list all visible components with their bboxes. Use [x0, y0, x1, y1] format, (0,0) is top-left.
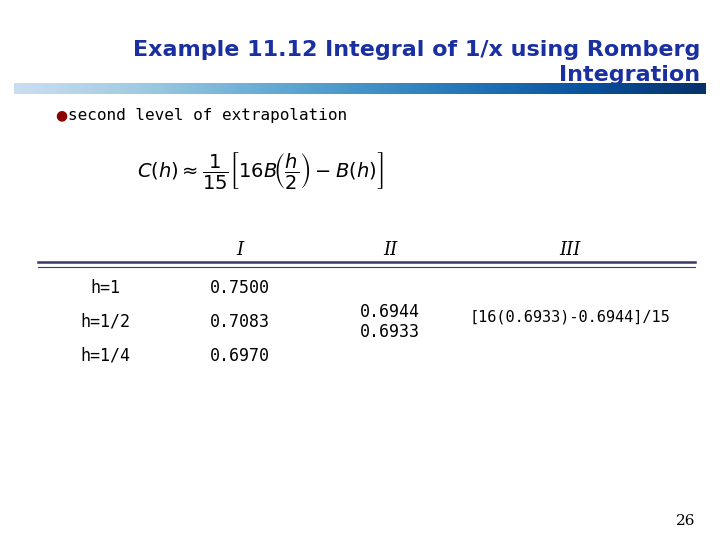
- Text: ●: ●: [55, 108, 67, 122]
- Text: [16(0.6933)-0.6944]/15: [16(0.6933)-0.6944]/15: [469, 309, 670, 325]
- Text: 0.7500: 0.7500: [210, 279, 270, 297]
- Text: 0.6944: 0.6944: [360, 303, 420, 321]
- Text: h=1/4: h=1/4: [80, 347, 130, 365]
- Text: Example 11.12 Integral of 1/x using Romberg: Example 11.12 Integral of 1/x using Romb…: [132, 40, 700, 60]
- Text: $C(h) \approx \dfrac{1}{15}\left[16B\!\left(\dfrac{h}{2}\right) - B(h)\right]$: $C(h) \approx \dfrac{1}{15}\left[16B\!\l…: [137, 150, 383, 191]
- Text: III: III: [559, 241, 581, 259]
- Text: 0.6970: 0.6970: [210, 347, 270, 365]
- Text: h=1/2: h=1/2: [80, 313, 130, 331]
- Text: I: I: [236, 241, 243, 259]
- Text: second level of extrapolation: second level of extrapolation: [68, 108, 347, 123]
- Text: h=1: h=1: [90, 279, 120, 297]
- Text: 0.6933: 0.6933: [360, 323, 420, 341]
- Text: II: II: [383, 241, 397, 259]
- Text: Integration: Integration: [559, 65, 700, 85]
- Text: 0.7083: 0.7083: [210, 313, 270, 331]
- Text: 26: 26: [675, 514, 695, 528]
